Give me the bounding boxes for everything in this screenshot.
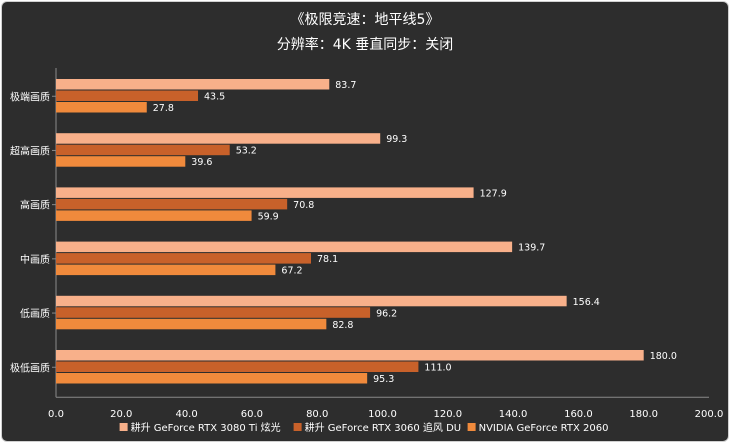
legend-swatch <box>467 423 476 431</box>
bar <box>56 102 147 113</box>
bar <box>56 307 371 318</box>
legend-label: 耕升 GeForce RTX 3080 Ti 炫光 <box>131 421 281 434</box>
value-label: 39.6 <box>191 157 212 168</box>
bar <box>56 253 311 264</box>
bar <box>56 350 644 361</box>
x-tick-label: 40.0 <box>175 409 197 420</box>
legend-label: NVIDIA GeForce RTX 2060 <box>479 423 609 434</box>
category-label: 极低画质 <box>10 361 50 374</box>
bar <box>56 210 252 221</box>
category-label: 高画质 <box>20 199 50 212</box>
legend-swatch <box>293 423 302 431</box>
category-label: 低画质 <box>20 307 50 320</box>
category-label: 极端画质 <box>10 90 50 103</box>
x-tick-label: 100.0 <box>368 409 397 420</box>
value-label: 111.0 <box>424 363 451 374</box>
bar <box>56 133 381 144</box>
value-label: 96.2 <box>376 308 397 319</box>
value-label: 83.7 <box>335 80 356 91</box>
bar <box>56 90 199 101</box>
chart-title: 《极限竞速：地平线5》 <box>291 11 440 28</box>
x-tick-label: 160.0 <box>564 409 593 420</box>
bar <box>56 156 186 167</box>
bar <box>56 318 327 330</box>
value-label: 70.8 <box>293 200 314 211</box>
value-label: 53.2 <box>236 146 257 157</box>
bar <box>56 361 419 372</box>
x-tick-label: 80.0 <box>306 409 328 420</box>
x-tick-label: 200.0 <box>695 409 724 420</box>
bar <box>56 187 474 198</box>
value-label: 127.9 <box>480 188 507 199</box>
bar <box>56 373 368 384</box>
x-tick-label: 180.0 <box>629 409 658 420</box>
value-label: 180.0 <box>650 351 677 362</box>
x-tick-label: 120.0 <box>433 409 462 420</box>
bar <box>56 295 567 307</box>
x-tick-label: 60.0 <box>241 409 263 420</box>
category-label: 超高画质 <box>10 144 50 157</box>
bar <box>56 198 288 210</box>
legend: 耕升 GeForce RTX 3080 Ti 炫光 耕升 GeForce RTX … <box>119 421 609 434</box>
bar <box>56 264 276 276</box>
bar <box>56 79 330 90</box>
value-label: 139.7 <box>518 243 545 254</box>
value-label: 27.8 <box>153 103 174 114</box>
value-label: 99.3 <box>386 134 407 145</box>
x-tick-label: 0.0 <box>48 409 64 420</box>
category-label: 中画质 <box>20 253 50 266</box>
value-label: 78.1 <box>317 254 338 265</box>
x-tick-label: 20.0 <box>110 409 132 420</box>
value-label: 82.8 <box>332 320 353 331</box>
value-label: 43.5 <box>204 92 225 103</box>
bar <box>56 144 230 156</box>
legend-swatch <box>119 423 128 431</box>
plot-area: 0.0 20.0 40.0 60.0 80.0 100.0 120.0 140.0 160.0 1… <box>10 68 723 420</box>
value-label: 95.3 <box>373 374 394 385</box>
chart-subtitle: 分辨率：4K 垂直同步：关闭 <box>277 36 454 53</box>
bar <box>56 241 513 253</box>
value-label: 59.9 <box>258 211 279 222</box>
legend-label: 耕升 GeForce RTX 3060 追风 DU <box>305 421 462 434</box>
x-tick-label: 140.0 <box>499 409 528 420</box>
value-label: 67.2 <box>281 266 302 277</box>
value-label: 156.4 <box>573 297 600 308</box>
